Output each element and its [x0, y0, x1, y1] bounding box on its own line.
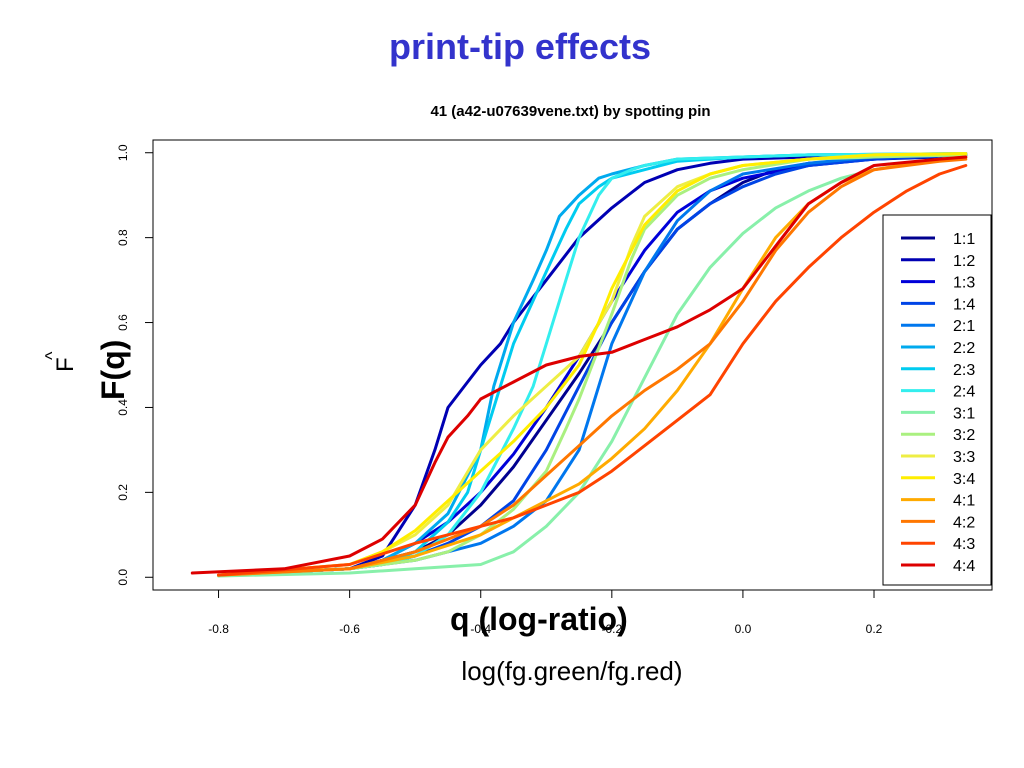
- legend-label: 4:3: [953, 536, 975, 553]
- legend-label: 4:2: [953, 514, 975, 531]
- y-tick-label: 0.4: [116, 399, 130, 416]
- y-tick-label: 0.8: [116, 229, 130, 246]
- legend-label: 1:2: [953, 253, 975, 270]
- slide-title: print-tip effects: [388, 26, 651, 67]
- legend-label: 3:3: [953, 449, 975, 466]
- x-tick-label: 0.2: [866, 622, 883, 636]
- legend-box: [882, 214, 992, 586]
- legend-label: 3:1: [953, 405, 975, 422]
- overlay-y-label-hat: ^: [42, 351, 62, 360]
- x-tick-label: -0.6: [339, 622, 360, 636]
- legend-label: 4:4: [953, 558, 975, 575]
- chart-title: 41 (a42-u07639vene.txt) by spotting pin: [430, 103, 710, 120]
- overlay-x-title: q (log-ratio): [450, 601, 628, 637]
- legend-label: 1:4: [953, 296, 975, 313]
- series-line: [217, 164, 968, 577]
- series-line: [217, 152, 968, 577]
- x-tick-label: -0.2: [601, 622, 622, 636]
- series-line: [190, 155, 968, 575]
- series-line: [217, 157, 968, 577]
- x-axis-label: log(fg.green/fg.red): [461, 656, 682, 686]
- y-tick-label: 0.0: [116, 569, 130, 586]
- legend-label: 3:4: [953, 471, 975, 488]
- legend-label: 4:1: [953, 493, 975, 510]
- x-tick-label: -0.4: [470, 622, 491, 636]
- x-tick-label: 0.0: [735, 622, 752, 636]
- legend-label: 2:3: [953, 362, 975, 379]
- series-line: [217, 155, 968, 578]
- overlay-y-title: F(q): [95, 339, 131, 400]
- y-tick-label: 1.0: [116, 144, 130, 161]
- y-tick-label: 0.2: [116, 484, 130, 501]
- legend-label: 2:1: [953, 318, 975, 335]
- plot-frame: [152, 139, 993, 591]
- x-tick-label: -0.8: [208, 622, 229, 636]
- legend-label: 2:4: [953, 384, 975, 401]
- legend-label: 1:1: [953, 231, 975, 248]
- y-tick-label: 0.6: [116, 314, 130, 331]
- legend-label: 3:2: [953, 427, 975, 444]
- legend-label: 2:2: [953, 340, 975, 357]
- legend-label: 1:3: [953, 275, 975, 292]
- series-line: [217, 153, 968, 577]
